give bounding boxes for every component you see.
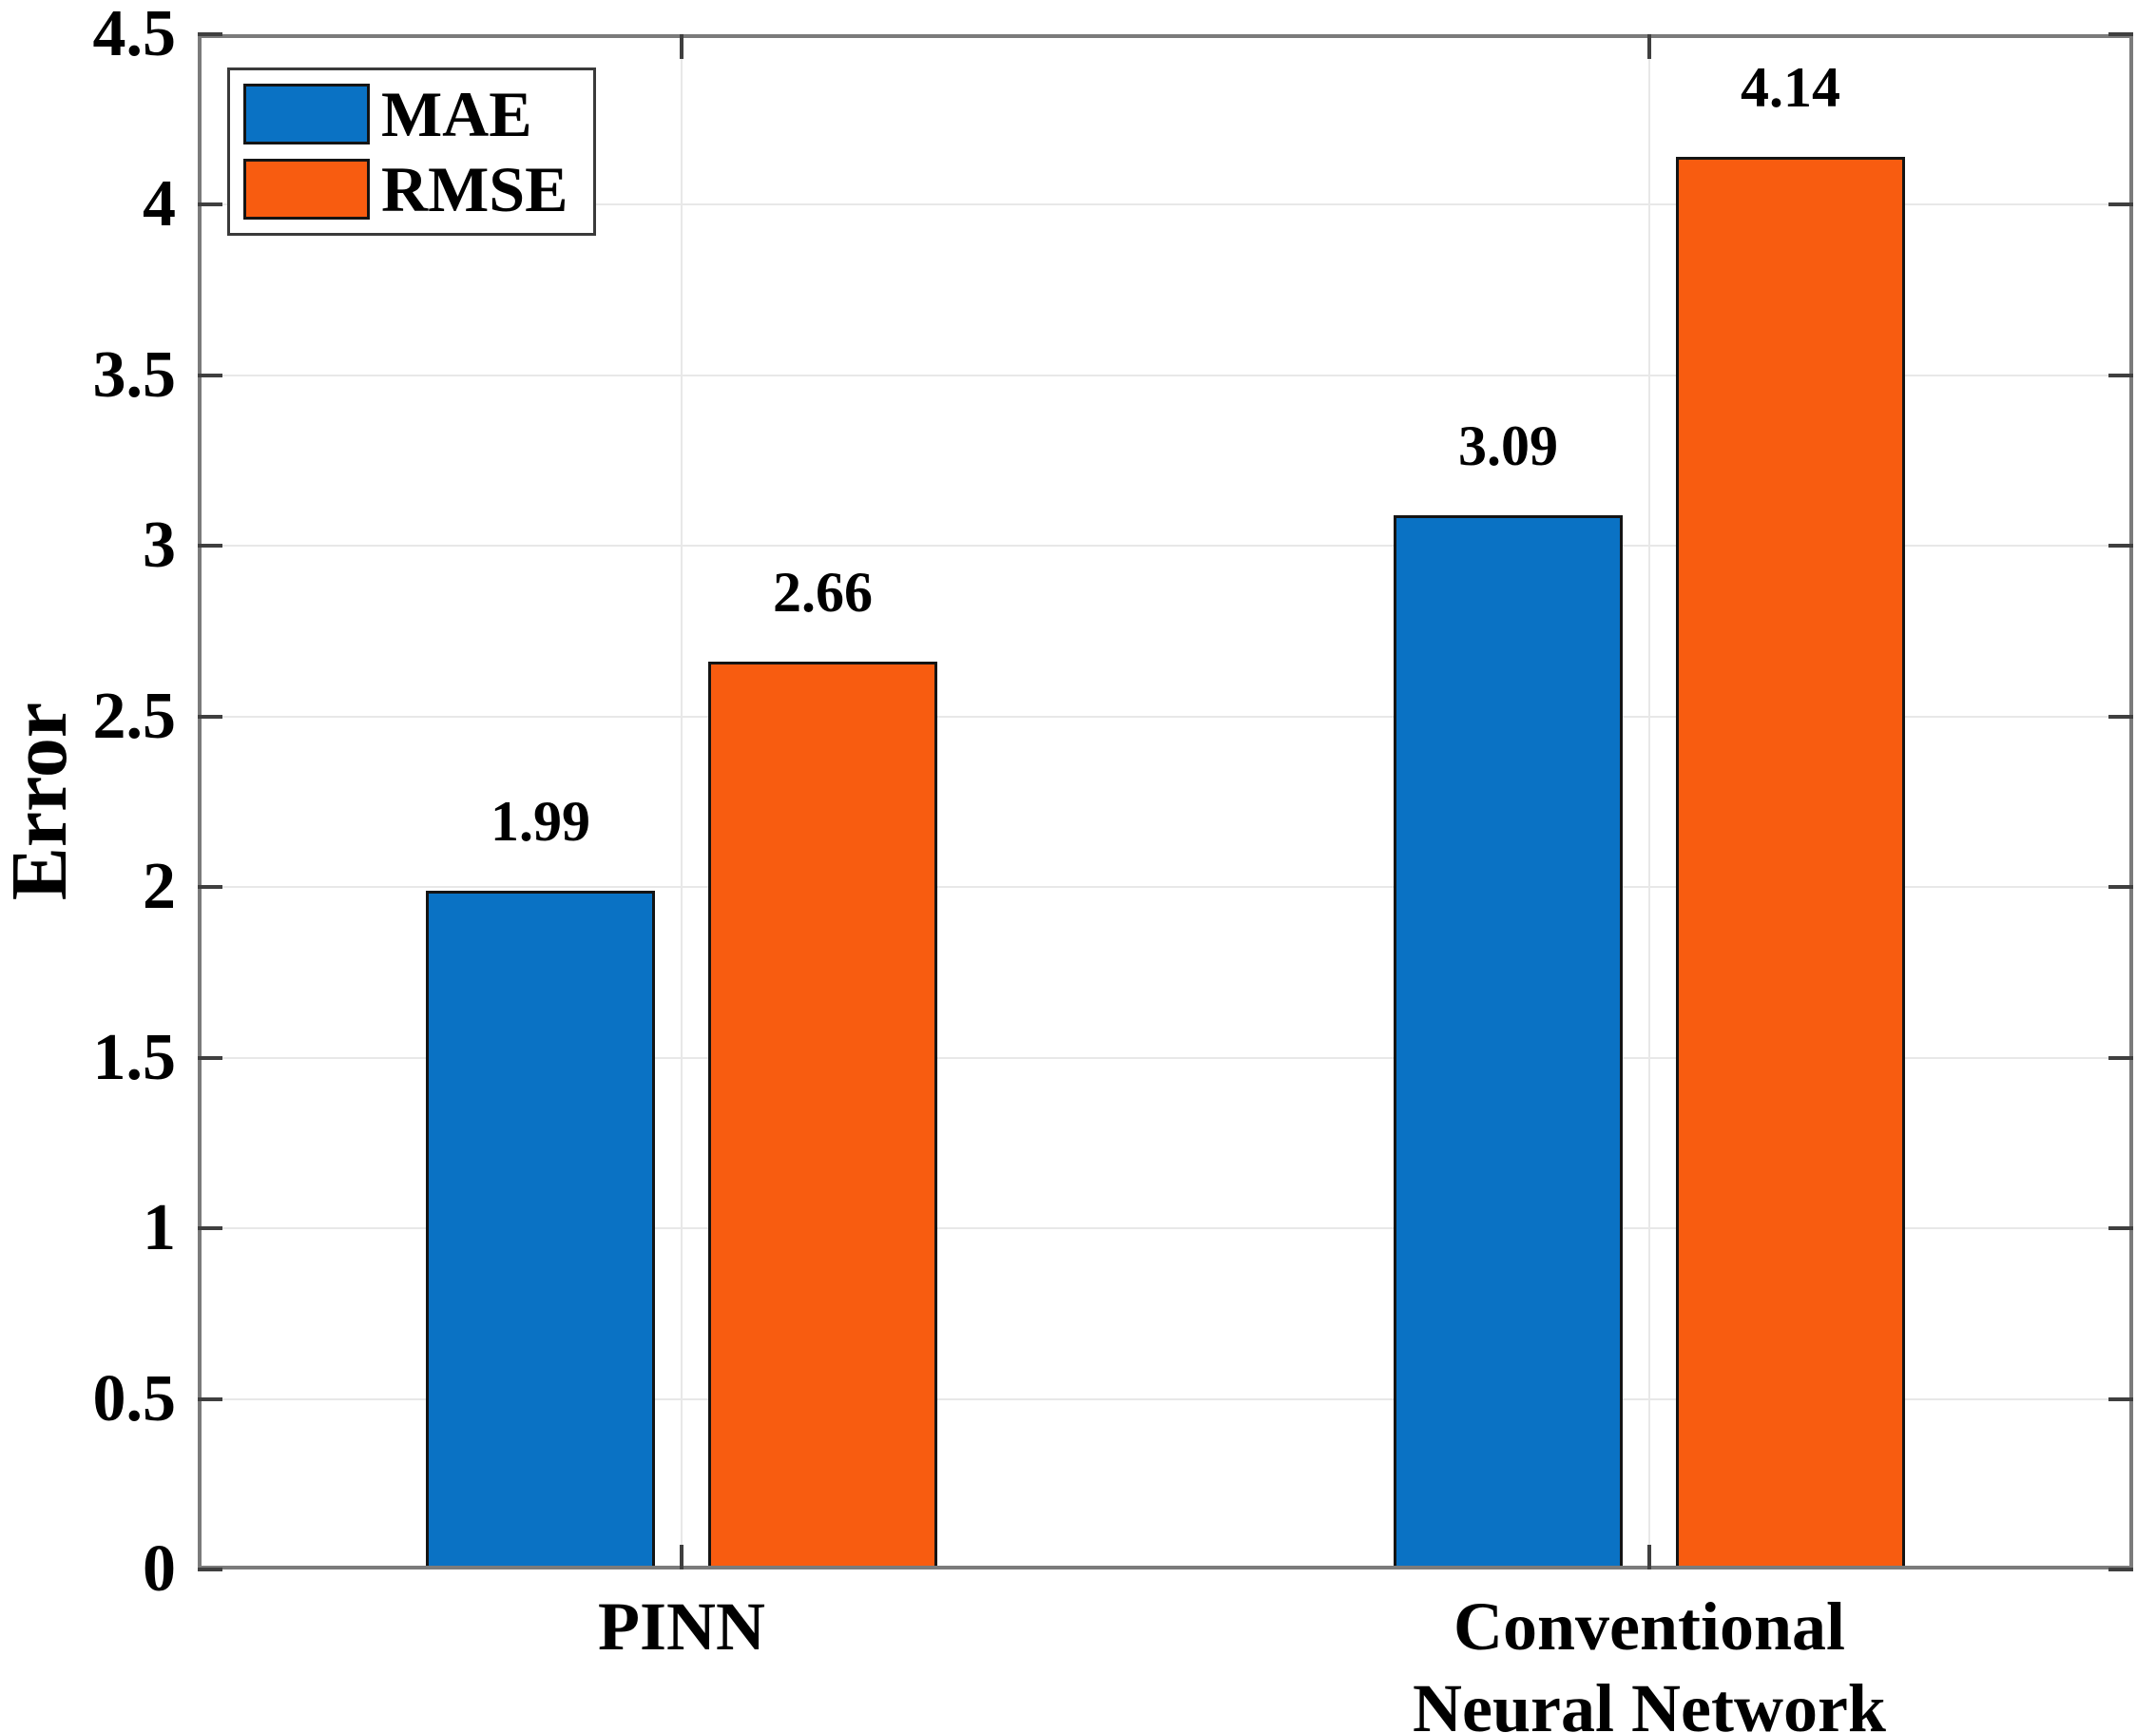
y-tick-label: 1.5: [92, 1020, 177, 1094]
legend-row: RMSE: [230, 157, 593, 221]
legend-swatch-mae: [243, 83, 370, 144]
x-axis-tick: [1647, 34, 1651, 59]
vertical-gridline: [1648, 34, 1650, 1569]
y-axis-tick: [2108, 373, 2133, 377]
horizontal-gridline: [198, 203, 2133, 206]
y-tick-label: 3: [143, 509, 176, 583]
y-axis-tick: [198, 1396, 222, 1401]
plot-area: 1.99 2.66 3.09 4.14 MAE RMSE: [198, 32, 2133, 1571]
x-category-label-line: Neural Network: [1413, 1670, 1886, 1733]
y-axis-tick: [2108, 1396, 2133, 1401]
y-tick-label: 0.5: [92, 1361, 177, 1435]
legend-swatch-rmse: [243, 159, 370, 221]
y-axis-tick: [198, 714, 222, 719]
x-category-label: Conventional Neural Network: [1413, 1586, 1886, 1733]
bar-value-label: 1.99: [491, 789, 590, 853]
legend-label: RMSE: [381, 153, 568, 226]
horizontal-gridline: [198, 545, 2133, 548]
x-category-label-line: PINN: [598, 1589, 765, 1665]
y-axis-tick: [2108, 1568, 2133, 1571]
y-tick-label: 2: [143, 850, 176, 924]
bar-value-label: 4.14: [1741, 56, 1840, 120]
y-tick-label: 2.5: [92, 679, 177, 753]
x-category-label: PINN: [598, 1586, 765, 1667]
legend-label: MAE: [381, 77, 532, 150]
y-axis-tick: [2108, 32, 2133, 36]
y-axis-tick: [2108, 544, 2133, 549]
y-axis-tick: [198, 1226, 222, 1231]
y-axis-tick: [2108, 714, 2133, 719]
x-axis-tick: [680, 34, 683, 59]
y-axis-tick: [198, 373, 222, 377]
y-axis-tick: [198, 544, 222, 549]
legend-box: MAE RMSE: [227, 67, 596, 236]
y-axis-tick: [198, 885, 222, 890]
horizontal-gridline: [198, 715, 2133, 718]
y-tick-label: 4.5: [92, 0, 177, 70]
rmse-bar-pinn: [708, 662, 937, 1569]
y-tick-label: 3.5: [92, 337, 177, 412]
y-axis-tick: [2108, 885, 2133, 890]
bar-value-label: 2.66: [773, 561, 873, 625]
rmse-bar-conventional-neural-network: [1676, 157, 1905, 1569]
mae-bar-conventional-neural-network: [1394, 515, 1623, 1569]
y-axis-tick: [2108, 1226, 2133, 1231]
y-axis-tick: [2108, 1055, 2133, 1060]
y-axis-tick: [198, 32, 222, 36]
y-tick-label: 4: [143, 167, 176, 241]
x-axis-tick: [680, 1545, 683, 1569]
horizontal-gridline: [198, 1227, 2133, 1230]
legend-row: MAE: [230, 82, 593, 146]
bar-value-label: 3.09: [1458, 414, 1558, 478]
vertical-gridline: [681, 34, 683, 1569]
y-axis-tick: [198, 1568, 222, 1571]
y-tick-label: 1: [143, 1191, 176, 1265]
y-axis-tick: [198, 1055, 222, 1060]
mae-bar-pinn: [426, 890, 655, 1569]
y-axis-tick: [198, 202, 222, 207]
x-category-label-line: Conventional: [1453, 1589, 1846, 1665]
horizontal-gridline: [198, 1056, 2133, 1059]
y-tick-label: 0: [143, 1532, 176, 1606]
y-axis-tick: [2108, 202, 2133, 207]
horizontal-gridline: [198, 886, 2133, 889]
x-axis-tick: [1647, 1545, 1651, 1569]
horizontal-gridline: [198, 1397, 2133, 1400]
horizontal-gridline: [198, 374, 2133, 376]
